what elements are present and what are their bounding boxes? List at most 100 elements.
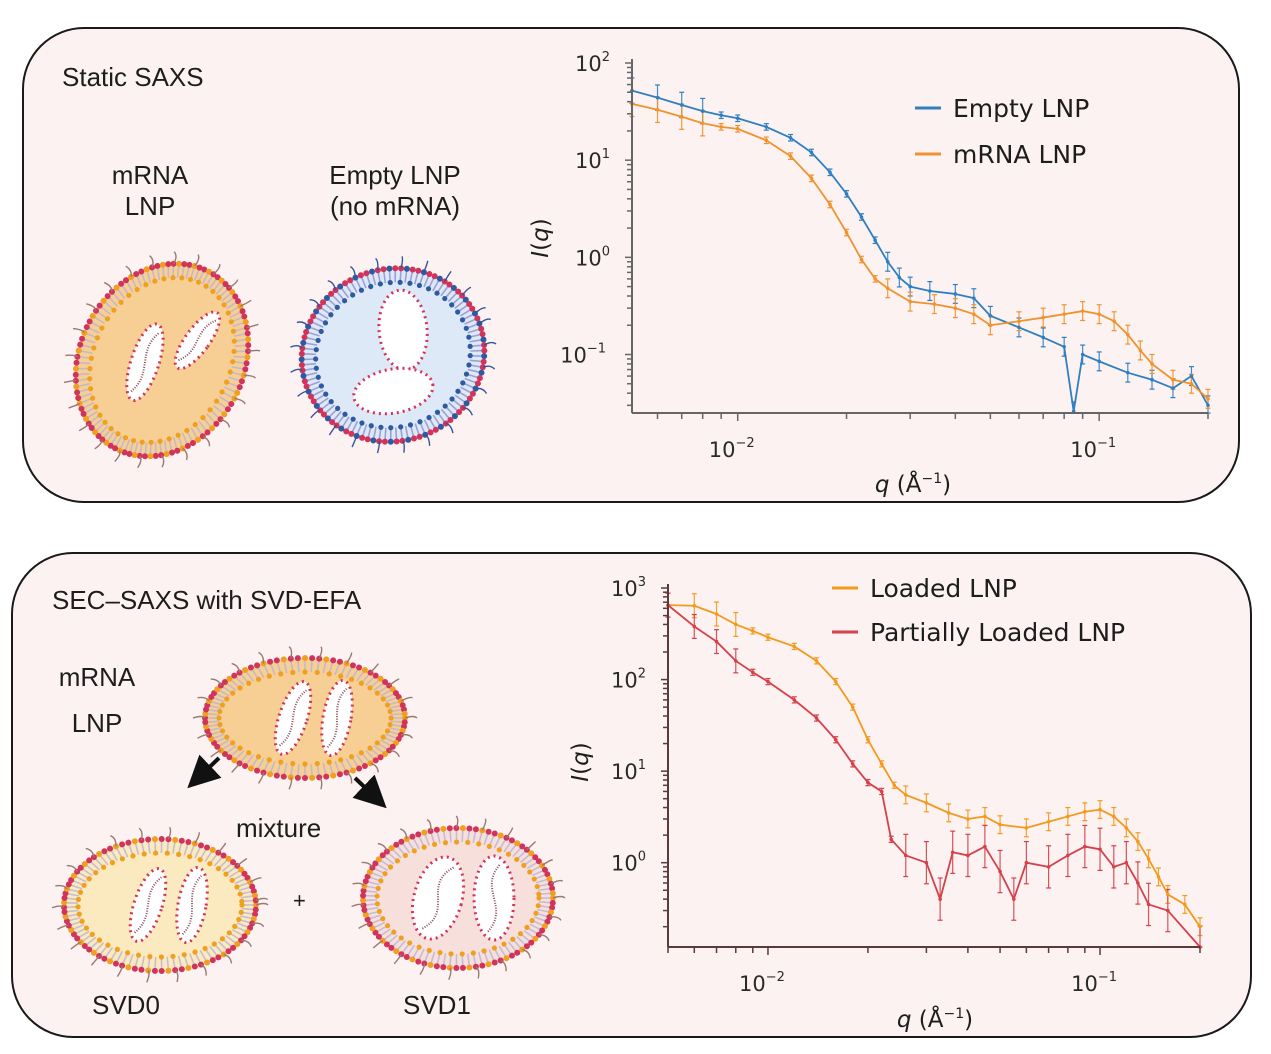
lipid-head	[416, 433, 423, 440]
peg-chain	[288, 776, 293, 790]
lipid-head	[244, 354, 251, 361]
lipid-head	[61, 895, 68, 902]
lipid-head	[63, 918, 70, 925]
inner-lipid-head	[219, 936, 226, 942]
lipid-head	[247, 664, 254, 671]
inner-lipid-head	[416, 282, 423, 289]
data-point	[809, 176, 814, 181]
inner-lipid-head	[387, 864, 394, 870]
peg-chain	[393, 953, 403, 965]
inner-lipid-head	[465, 839, 471, 846]
data-point	[1171, 377, 1175, 382]
inner-lipid-head	[380, 696, 386, 702]
data-point	[866, 737, 870, 742]
peg-chain	[114, 450, 121, 462]
aqueous-core	[352, 366, 435, 416]
peg-chain	[257, 772, 265, 784]
peg-chain	[445, 422, 454, 434]
peg-chain	[66, 864, 78, 872]
data-point	[972, 312, 976, 316]
inner-lipid-head	[224, 696, 230, 702]
inner-lipid-head	[388, 425, 394, 431]
peg-chain	[375, 257, 379, 271]
mrna-strand	[130, 332, 160, 393]
inner-lipid-head	[505, 851, 512, 857]
data-point	[1166, 892, 1170, 897]
data-point	[850, 762, 855, 766]
data-point	[1024, 826, 1029, 830]
lipid-head	[194, 436, 201, 443]
data-point	[1136, 839, 1140, 844]
inner-lipid-head	[407, 422, 414, 428]
x-axis-label: q (Å−1)	[897, 1005, 973, 1033]
inner-lipid-head	[302, 669, 308, 675]
inner-lipid-head	[313, 356, 319, 362]
data-point	[892, 783, 897, 788]
data-point	[953, 292, 958, 296]
peg-chain	[55, 884, 68, 890]
inner-lipid-head	[130, 853, 136, 859]
lipid-head	[96, 851, 103, 858]
peg-chain	[252, 922, 265, 928]
inner-lipid-head	[237, 891, 243, 897]
inner-lipid-head	[350, 416, 356, 422]
data-point	[885, 259, 890, 264]
peg-chain	[361, 861, 374, 868]
inner-lipid-head	[255, 754, 262, 760]
lipid-head	[209, 957, 216, 964]
inner-lipid-head	[378, 424, 384, 430]
data-point	[1041, 315, 1045, 320]
peg-chain	[138, 827, 143, 841]
data-point	[833, 737, 838, 742]
data-point	[1017, 319, 1021, 324]
mrna-strand	[133, 876, 163, 934]
peg-chain	[318, 646, 323, 659]
data-point	[844, 192, 849, 196]
inner-lipid-head	[348, 754, 355, 760]
inner-lipid-head	[203, 283, 209, 289]
lipid-head	[302, 775, 308, 781]
aqueous-core	[377, 288, 429, 372]
inner-lipid-head	[407, 280, 413, 286]
inner-lipid-head	[375, 885, 381, 891]
data-point	[1198, 924, 1202, 929]
peg-chain	[475, 387, 488, 394]
peg-chain	[174, 969, 179, 983]
data-point	[700, 121, 705, 126]
inner-lipid-head	[93, 870, 99, 876]
lipid-head	[485, 961, 492, 968]
lipid-head	[204, 429, 211, 436]
peg-chain	[217, 842, 227, 854]
inner-lipid-head	[496, 847, 502, 853]
lipid-head	[409, 956, 416, 963]
lipid-head	[431, 273, 438, 280]
lipid-head	[336, 771, 343, 778]
lipid-head	[393, 948, 400, 955]
lipid-head	[372, 672, 379, 679]
lipid-head	[356, 664, 363, 671]
lipid-head	[232, 293, 239, 300]
mrna-strand	[487, 863, 501, 933]
data-point	[988, 314, 993, 318]
lipid-head	[549, 885, 556, 892]
lipid-head	[415, 958, 422, 965]
aqueous-core	[273, 680, 313, 756]
lipid-head	[382, 679, 389, 686]
data-point	[1111, 814, 1116, 819]
data-point	[719, 125, 723, 129]
inner-lipid-head	[187, 276, 194, 283]
lipid-head	[480, 336, 487, 343]
inner-lipid-head	[224, 734, 230, 740]
lipid-head	[217, 416, 224, 423]
lipid-head	[398, 265, 405, 272]
peg-chain	[182, 447, 188, 461]
lipid-head	[310, 398, 317, 405]
lipid-head	[147, 453, 154, 460]
inner-lipid-head	[323, 391, 329, 397]
lipid-head	[226, 675, 233, 682]
inner-lipid-head	[398, 935, 404, 941]
inner-lipid-head	[217, 721, 223, 728]
peg-chain	[346, 771, 353, 784]
lipid-head	[96, 302, 103, 309]
lipid-head	[75, 347, 82, 354]
